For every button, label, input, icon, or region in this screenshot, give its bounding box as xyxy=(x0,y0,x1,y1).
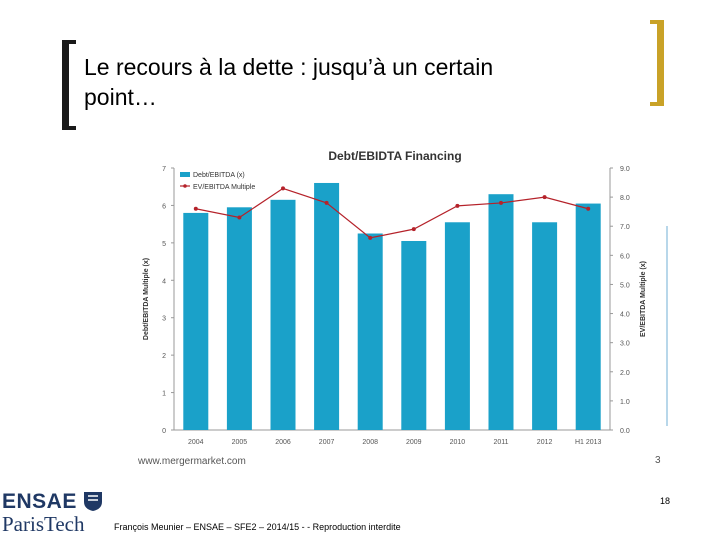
y-tick-label-right: 5.0 xyxy=(620,282,630,289)
x-tick-label: 2005 xyxy=(232,439,248,446)
bar-debt-ebitda xyxy=(575,203,601,430)
bar-debt-ebitda xyxy=(314,182,340,430)
point-ev-ebitda xyxy=(324,200,329,205)
y-tick-label-right: 1.0 xyxy=(620,399,630,406)
x-tick-label: 2008 xyxy=(362,439,378,446)
decorative-side-line xyxy=(666,226,668,426)
y-tick-label-left: 6 xyxy=(162,203,166,210)
y-tick-label-left: 4 xyxy=(162,278,166,285)
y-tick-label-right: 7.0 xyxy=(620,224,630,231)
bar-debt-ebitda xyxy=(226,207,252,430)
y-tick-label-left: 7 xyxy=(162,166,166,173)
line-ev-ebitda xyxy=(195,187,589,239)
bar-debt-ebitda xyxy=(270,199,296,430)
legend-swatch-debt-ebitda xyxy=(180,172,190,177)
point-ev-ebitda xyxy=(542,195,547,200)
x-tick-label: 2011 xyxy=(493,439,508,446)
chart-source: www.mergermarket.com xyxy=(138,456,246,467)
point-ev-ebitda xyxy=(237,215,242,220)
y-tick-label-right: 8.0 xyxy=(620,195,630,202)
y-tick-label-left: 3 xyxy=(162,316,166,323)
x-tick-label: 2012 xyxy=(537,439,553,446)
ensae-paristech-logo: ENSAE ParisTech xyxy=(2,490,106,540)
legend-label-ev-ebitda: EV/EBITDA Multiple xyxy=(193,184,255,191)
y-tick-label-right: 3.0 xyxy=(620,341,630,348)
slide-footer: François Meunier – ENSAE – SFE2 – 2014/1… xyxy=(114,522,401,532)
x-tick-label: 2007 xyxy=(319,439,335,446)
slide-title-line-1: Le recours à la dette : jusqu’à un certa… xyxy=(84,54,494,80)
y-tick-label-left: 0 xyxy=(162,428,166,435)
x-tick-label: H1 2013 xyxy=(575,439,602,446)
point-ev-ebitda xyxy=(193,206,198,211)
bar-debt-ebitda xyxy=(357,233,383,430)
x-tick-label: 2009 xyxy=(406,439,422,446)
y-tick-label-right: 4.0 xyxy=(620,312,630,319)
slide-number: 18 xyxy=(660,496,671,506)
slide-title: Le recours à la dette : jusqu’à un certa… xyxy=(84,52,644,112)
y-tick-label-left: 2 xyxy=(162,353,166,360)
bar-debt-ebitda xyxy=(401,240,427,430)
y-tick-label-right: 2.0 xyxy=(620,370,630,377)
point-ev-ebitda xyxy=(368,235,373,240)
logo-paristech-text: ParisTech xyxy=(2,512,85,536)
y-tick-label-left: 5 xyxy=(162,241,166,248)
legend-marker-ev-ebitda xyxy=(183,184,187,188)
bar-debt-ebitda xyxy=(183,212,209,430)
point-ev-ebitda xyxy=(499,200,503,205)
y-tick-label-right: 6.0 xyxy=(620,253,630,260)
y-tick-label-right: 0.0 xyxy=(620,428,630,435)
bar-debt-ebitda xyxy=(444,222,470,430)
x-tick-label: 2004 xyxy=(188,439,204,446)
y-axis-label-left: Debt/EBITDA Multiple (x) xyxy=(143,258,150,340)
chart-page-number: 3 xyxy=(655,455,661,466)
slide-title-line-2: point… xyxy=(84,84,157,110)
legend-label-debt-ebitda: Debt/EBITDA (x) xyxy=(193,172,245,179)
point-ev-ebitda xyxy=(455,203,460,208)
x-tick-label: 2010 xyxy=(450,439,466,446)
bar-debt-ebitda xyxy=(532,222,558,430)
logo-ensae-text: ENSAE xyxy=(2,490,77,513)
title-bracket-right xyxy=(650,20,664,106)
point-ev-ebitda xyxy=(411,227,416,232)
x-tick-label: 2006 xyxy=(275,439,291,446)
point-ev-ebitda xyxy=(281,186,285,191)
chart-title: Debt/EBIDTA Financing xyxy=(328,149,461,163)
y-tick-label-right: 9.0 xyxy=(620,166,630,173)
y-tick-label-left: 1 xyxy=(162,391,166,398)
y-axis-label-right: EV/EBITDA Multiple (x) xyxy=(640,261,647,337)
logo-emblem-icon xyxy=(84,492,102,511)
point-ev-ebitda xyxy=(586,206,591,211)
title-bracket-left xyxy=(62,40,76,130)
bar-debt-ebitda xyxy=(488,194,514,430)
